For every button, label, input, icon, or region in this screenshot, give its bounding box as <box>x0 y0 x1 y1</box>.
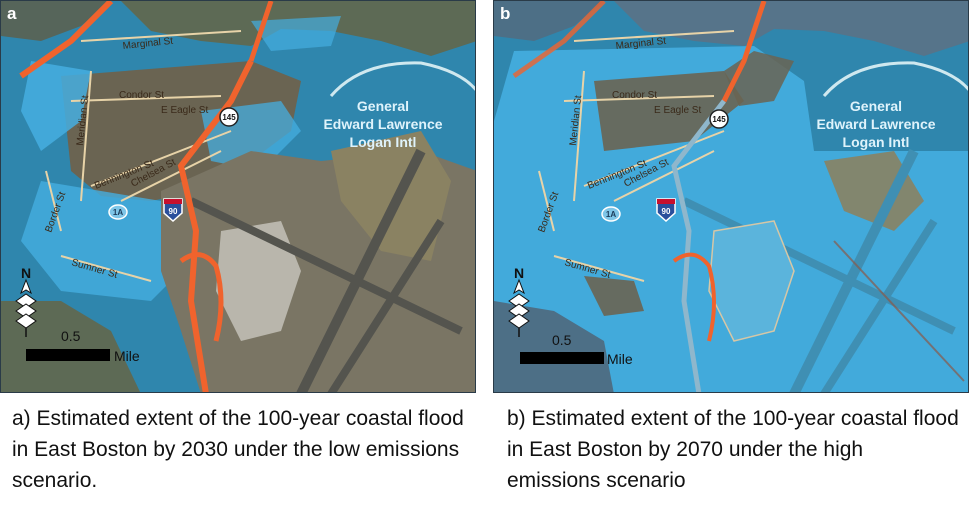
runway <box>682 197 956 335</box>
highway <box>19 1 114 79</box>
route-145-shield-icon: 145 <box>709 109 729 129</box>
flood-area <box>21 181 201 301</box>
highway <box>248 1 274 62</box>
shield-label: 1A <box>113 208 123 217</box>
south-land <box>1 301 141 392</box>
highway-ramp <box>672 252 716 342</box>
northwest-land <box>494 1 604 41</box>
northwest-land <box>1 1 111 41</box>
terminal-area <box>216 221 301 341</box>
map-a: a Marginal St Condor St E Eagle St Merid… <box>1 1 475 392</box>
panel-letter: a <box>7 4 17 23</box>
airport-name-line: Logan Intl <box>350 134 417 150</box>
flood-area <box>21 61 91 151</box>
airport-name-line: General <box>850 98 902 114</box>
shoreline <box>822 61 968 97</box>
route-1a-shield-icon: 1A <box>108 204 128 220</box>
street-condor <box>563 95 715 102</box>
street-marginal <box>573 30 735 42</box>
street-label: Meridian St <box>75 95 91 147</box>
panel-letter: b <box>500 4 510 23</box>
north-arrow-icon: N <box>508 265 530 337</box>
shield-label: 1A <box>606 210 616 219</box>
dry-land <box>584 276 644 316</box>
airport-name-line: Logan Intl <box>843 134 910 150</box>
runway <box>189 197 463 335</box>
scale-bar <box>520 352 604 364</box>
caption-b: b) Estimated extent of the 100-year coas… <box>507 407 959 492</box>
scale-bar <box>26 349 110 361</box>
street-label: Marginal St <box>615 36 667 52</box>
runway <box>327 218 445 392</box>
route-145-shield-icon: 145 <box>219 107 239 127</box>
shield-label: 90 <box>169 207 178 216</box>
street-sumner <box>60 255 152 282</box>
scale-value: 0.5 <box>552 332 572 348</box>
street-border <box>45 170 62 232</box>
street-meridian <box>80 70 92 202</box>
street-border <box>538 170 555 232</box>
highway <box>177 59 254 392</box>
airfield-grass <box>331 131 451 261</box>
highway <box>512 1 606 79</box>
street-bennington <box>90 130 232 187</box>
street-label: Condor St <box>612 90 657 101</box>
map-b: b Marginal St Condor St E Eagle St Merid… <box>494 1 968 392</box>
street-label: Meridian St <box>568 95 584 147</box>
street-label: E Eagle St <box>654 105 701 116</box>
street-sumner <box>553 255 645 282</box>
street-label: Marginal St <box>122 36 174 52</box>
caption-a: a) Estimated extent of the 100-year coas… <box>12 407 464 492</box>
street-label: E Eagle St <box>161 105 208 116</box>
terminal-area <box>708 220 795 342</box>
shield-label: 90 <box>662 207 671 216</box>
street-meridian <box>573 70 585 202</box>
shoreline <box>329 61 475 97</box>
runway-marking <box>833 240 965 382</box>
runway <box>820 218 938 392</box>
runway <box>789 148 919 392</box>
scale-value: 0.5 <box>61 328 81 344</box>
street-chelsea <box>613 150 715 202</box>
shield-label: 145 <box>712 115 726 124</box>
street-condor <box>70 95 222 102</box>
highway-flooded <box>671 99 726 392</box>
street-marginal <box>80 30 242 42</box>
airport-name-line: Edward Lawrence <box>816 116 935 132</box>
map-panel-b: b Marginal St Condor St E Eagle St Merid… <box>493 0 969 393</box>
street-chelsea <box>120 150 222 202</box>
north-land <box>614 1 968 56</box>
dry-land <box>594 71 744 151</box>
highway <box>721 1 767 103</box>
runway <box>296 148 426 392</box>
north-label: N <box>514 265 524 281</box>
route-1a-shield-icon: 1A <box>601 206 621 222</box>
interstate-shield-icon: 90 <box>163 198 183 223</box>
map-panel-a: a Marginal St Condor St E Eagle St Merid… <box>0 0 476 393</box>
scale-unit: Mile <box>114 348 140 364</box>
north-label: N <box>21 265 31 281</box>
scale-unit: Mile <box>607 351 633 367</box>
street-bennington <box>583 130 725 187</box>
street-label: Condor St <box>119 90 164 101</box>
flood-area <box>251 16 341 51</box>
airport-name-line: General <box>357 98 409 114</box>
highway-ramp <box>179 252 224 342</box>
north-arrow-icon: N <box>15 265 37 337</box>
shield-label: 145 <box>222 113 236 122</box>
interstate-shield-icon: 90 <box>656 198 676 223</box>
airport-name-line: Edward Lawrence <box>323 116 442 132</box>
